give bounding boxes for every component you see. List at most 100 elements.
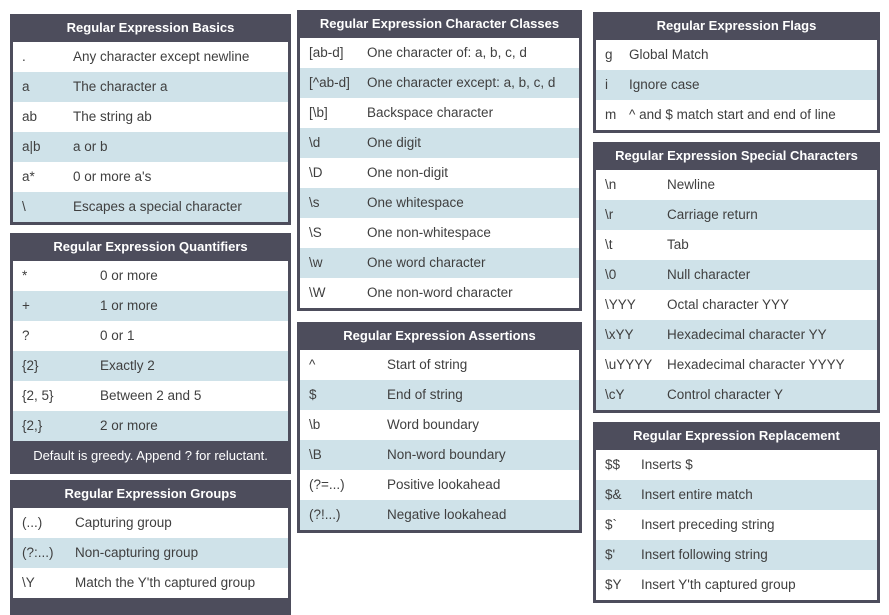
pattern-description: Ignore case	[629, 77, 700, 92]
pattern-description: Non-capturing group	[75, 545, 199, 560]
table-quantifiers-title: Regular Expression Quantifiers	[53, 239, 248, 254]
pattern-description: One non-word character	[367, 285, 513, 300]
pattern-symbol: $Y	[605, 577, 622, 592]
pattern-symbol: \b	[309, 417, 321, 432]
pattern-description: Capturing group	[75, 515, 172, 530]
table-character-classes: Regular Expression Character Classes [ab…	[297, 10, 582, 311]
table-row: ab The string ab	[13, 102, 288, 132]
table-row: ^ Start of string	[300, 350, 579, 380]
pattern-description: One non-digit	[367, 165, 449, 180]
table-row: {2,} 2 or more	[13, 411, 288, 441]
pattern-symbol: \B	[309, 447, 322, 462]
table-row: \YYY Octal character YYY	[596, 290, 877, 320]
pattern-symbol: \	[22, 199, 26, 214]
pattern-description: Hexadecimal character YYYY	[667, 357, 845, 372]
pattern-symbol: \xYY	[605, 327, 634, 342]
pattern-symbol: \cY	[605, 387, 625, 402]
pattern-description: The string ab	[73, 109, 152, 124]
pattern-description: Negative lookahead	[387, 507, 507, 522]
table-row: \S One non-whitespace	[300, 218, 579, 248]
pattern-symbol: {2,}	[22, 418, 43, 433]
table-character-classes-body: [ab-d] One character of: a, b, c, d [^ab-d…	[300, 38, 579, 308]
pattern-symbol: $'	[605, 547, 616, 562]
table-flags: Regular Expression Flags g Global Match i I…	[593, 12, 880, 133]
column-left: Regular Expression Basics . Any character…	[10, 14, 291, 615]
pattern-description: Match the Y'th captured group	[75, 575, 256, 590]
table-row: [ab-d] One character of: a, b, c, d	[300, 38, 579, 68]
pattern-description: Tab	[667, 237, 689, 252]
pattern-description: Global Match	[629, 47, 709, 62]
table-basics: Regular Expression Basics . Any character…	[10, 14, 291, 225]
pattern-description: Any character except newline	[73, 49, 250, 64]
table-replacement-title: Regular Expression Replacement	[633, 428, 840, 443]
pattern-symbol: a|b	[22, 139, 41, 154]
pattern-description: a or b	[73, 139, 108, 154]
table-quantifiers: Regular Expression Quantifiers * 0 or mor…	[10, 233, 291, 474]
pattern-symbol: *	[22, 268, 28, 283]
column-middle: Regular Expression Character Classes [ab…	[297, 10, 582, 533]
table-groups: Regular Expression Groups (...) Capturing…	[10, 480, 291, 615]
pattern-description: 0 or 1	[100, 328, 135, 343]
pattern-symbol: \W	[309, 285, 326, 300]
table-quantifiers-note: Default is greedy. Append ? for reluctan…	[33, 448, 268, 463]
table-row: g Global Match	[596, 40, 877, 70]
table-row: \w One word character	[300, 248, 579, 278]
table-row: \B Non-word boundary	[300, 440, 579, 470]
pattern-description: 2 or more	[100, 418, 158, 433]
table-row: \n Newline	[596, 170, 877, 200]
pattern-symbol: {2}	[22, 358, 39, 373]
pattern-description: One non-whitespace	[367, 225, 491, 240]
pattern-description: 0 or more a's	[73, 169, 152, 184]
table-row: \0 Null character	[596, 260, 877, 290]
table-basics-title: Regular Expression Basics	[66, 20, 235, 35]
pattern-description: Backspace character	[367, 105, 494, 120]
pattern-description: End of string	[387, 387, 463, 402]
pattern-description: Control character Y	[667, 387, 784, 402]
table-row: [\b] Backspace character	[300, 98, 579, 128]
table-row: $Y Insert Y'th captured group	[596, 570, 877, 600]
table-row: \r Carriage return	[596, 200, 877, 230]
table-row: \t Tab	[596, 230, 877, 260]
table-replacement-body: $$ Inserts $ $& Insert entire match $` Insert…	[596, 450, 877, 600]
table-row: \W One non-word character	[300, 278, 579, 308]
pattern-description: One digit	[367, 135, 422, 150]
pattern-description: Word boundary	[387, 417, 480, 432]
table-quantifiers-body: * 0 or more +1 or more? 0 or 1 {2} Exactly 2{…	[13, 261, 288, 441]
table-row: $' Insert following string	[596, 540, 877, 570]
pattern-symbol: a*	[22, 169, 35, 184]
table-assertions-title: Regular Expression Assertions	[343, 328, 536, 343]
pattern-symbol: (?=...)	[309, 477, 345, 492]
pattern-symbol: a	[22, 79, 30, 94]
pattern-symbol: ^	[309, 357, 316, 372]
pattern-symbol: \D	[309, 165, 323, 180]
table-special-characters-body: \n Newline \r Carriage return \t Tab \0 Null ch…	[596, 170, 877, 410]
table-row: \b Word boundary	[300, 410, 579, 440]
pattern-description: Positive lookahead	[387, 477, 501, 492]
table-character-classes-title: Regular Expression Character Classes	[319, 16, 560, 31]
table-special-characters: Regular Expression Special Characters \n…	[593, 142, 880, 413]
pattern-description: One character of: a, b, c, d	[367, 45, 527, 60]
pattern-symbol: \w	[309, 255, 323, 270]
table-assertions-body: ^ Start of string $ End of string \b Word bou…	[300, 350, 579, 530]
pattern-description: The character a	[73, 79, 168, 94]
pattern-symbol: \uYYYY	[605, 357, 653, 372]
pattern-description: Start of string	[387, 357, 468, 372]
table-row: (?:...) Non-capturing group	[13, 538, 288, 568]
pattern-description: Octal character YYY	[667, 297, 790, 312]
table-row: {2, 5} Between 2 and 5	[13, 381, 288, 411]
pattern-symbol: \n	[605, 177, 617, 192]
pattern-symbol: $`	[605, 517, 618, 532]
table-row: * 0 or more	[13, 261, 288, 291]
pattern-description: Carriage return	[667, 207, 758, 222]
pattern-symbol: \0	[605, 267, 617, 282]
pattern-symbol: \S	[309, 225, 322, 240]
pattern-symbol: .	[22, 49, 26, 64]
table-row: a* 0 or more a's	[13, 162, 288, 192]
table-row: {2} Exactly 2	[13, 351, 288, 381]
table-flags-body: g Global Match i Ignore case m ^ and $ match …	[596, 40, 877, 130]
table-row: (...) Capturing group	[13, 508, 288, 538]
table-flags-title: Regular Expression Flags	[656, 18, 817, 33]
pattern-symbol: [^ab-d]	[309, 75, 350, 90]
pattern-symbol: \s	[309, 195, 320, 210]
pattern-symbol: (...)	[22, 515, 43, 530]
